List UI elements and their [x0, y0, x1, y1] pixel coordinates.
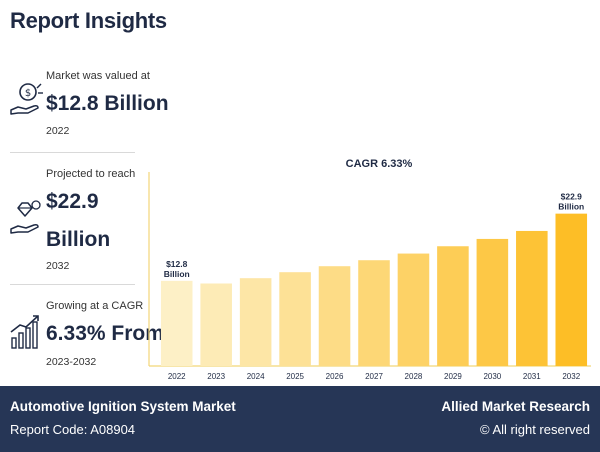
data-label: Billion	[164, 269, 190, 279]
report-code: Report Code: A08904	[10, 422, 136, 437]
x-tick-label: 2026	[326, 372, 344, 381]
stat-value: $22.9	[46, 190, 99, 213]
bar-2023	[200, 283, 232, 366]
x-tick-label: 2029	[444, 372, 462, 381]
stat-label: Projected to reach	[46, 168, 136, 180]
growth-bars-icon	[10, 315, 39, 349]
stat-cagr: Growing at a CAGR 6.33% From 2023-2032	[8, 290, 164, 370]
bar-2024	[239, 278, 272, 366]
divider	[10, 284, 135, 285]
bar-2030	[476, 238, 509, 366]
svg-text:$: $	[25, 88, 31, 99]
bar-2022	[160, 280, 193, 366]
stat-label: Growing at a CAGR	[46, 300, 144, 312]
copyright: © All right reserved	[479, 422, 590, 437]
bar-2026	[318, 266, 351, 366]
data-label: Billion	[558, 202, 584, 212]
stat-value-line2: Billion	[46, 228, 111, 251]
brand-name: Allied Market Research	[441, 399, 590, 414]
bar-2028	[397, 253, 430, 366]
stat-value: 6.33% From	[46, 322, 164, 345]
stat-market-value: $ Market was valued at $12.8 Billion 202…	[8, 62, 169, 142]
x-tick-label: 2024	[247, 372, 265, 381]
report-title: Automotive Ignition System Market	[10, 399, 236, 414]
bar-2025	[279, 272, 311, 366]
data-label: $22.9	[561, 192, 583, 202]
stat-year: 2023-2032	[46, 356, 97, 368]
stat-year: 2032	[46, 260, 70, 272]
stat-value: $12.8 Billion	[46, 92, 169, 115]
footer-bar: Automotive Ignition System Market Report…	[0, 386, 600, 452]
x-tick-label: 2022	[168, 372, 186, 381]
divider	[10, 152, 135, 153]
x-tick-label: 2031	[523, 372, 541, 381]
stat-label: Market was valued at	[46, 70, 150, 82]
x-tick-label: 2028	[405, 372, 423, 381]
diamond-growth-hand-icon	[10, 200, 41, 234]
bar-2027	[358, 260, 390, 366]
bar-2031	[516, 230, 548, 366]
page-title: Report Insights	[10, 8, 167, 33]
data-label: $12.8	[166, 259, 188, 269]
chart-title: CAGR 6.33%	[346, 158, 413, 170]
x-tick-label: 2032	[562, 372, 580, 381]
stat-projected-value: Projected to reach $22.9 Billion 2032	[8, 158, 140, 278]
x-tick-label: 2023	[207, 372, 225, 381]
x-tick-label: 2025	[286, 372, 304, 381]
stat-year: 2022	[46, 125, 70, 137]
money-hand-icon: $	[10, 83, 43, 115]
x-tick-label: 2030	[483, 372, 501, 381]
x-tick-label: 2027	[365, 372, 383, 381]
bar-2029	[437, 246, 469, 366]
bar-chart: CAGR 6.33% 2022 2023 2024 2025 2026 2027 2028 20…	[148, 158, 591, 381]
bar-2032	[555, 213, 588, 366]
